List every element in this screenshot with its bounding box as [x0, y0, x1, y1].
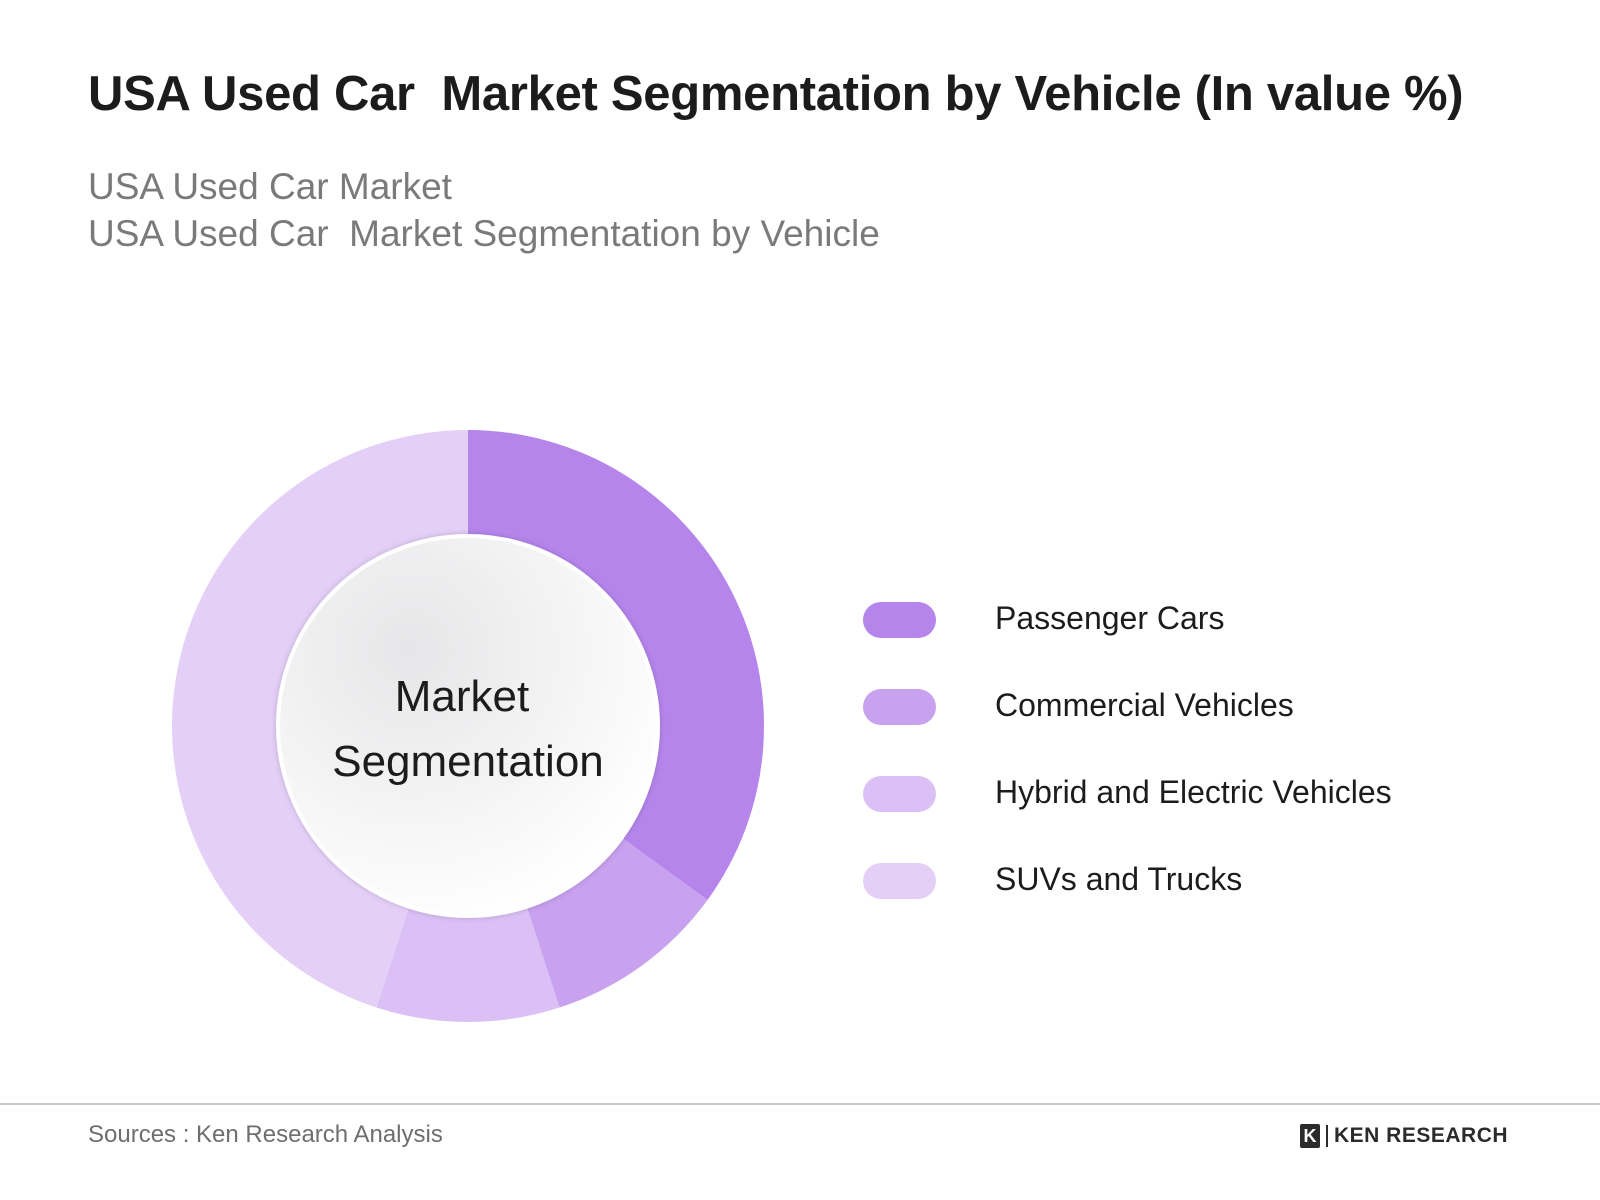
source-note: Sources : Ken Research Analysis: [88, 1121, 443, 1148]
brand-name: KEN RESEARCH: [1334, 1124, 1509, 1147]
legend-swatch: [863, 863, 936, 899]
chart-subtitle-line-2: USA Used Car Market Segmentation by Vehi…: [88, 213, 880, 254]
legend-label: Passenger Cars: [995, 600, 1225, 636]
legend-swatch: [863, 776, 936, 812]
donut-center-label-line-2: Segmentation: [332, 737, 604, 786]
legend-label: Hybrid and Electric Vehicles: [995, 774, 1392, 810]
chart-subtitle-line-1: USA Used Car Market: [88, 166, 452, 207]
legend-swatch: [863, 689, 936, 725]
brand-separator: [1326, 1125, 1328, 1147]
legend-swatch: [863, 602, 936, 638]
chart-title: USA Used Car Market Segmentation by Vehi…: [88, 67, 1464, 121]
legend-label: SUVs and Trucks: [995, 861, 1243, 897]
legend-label: Commercial Vehicles: [995, 687, 1294, 723]
donut-center-disc: [276, 534, 660, 918]
ken-research-logo-icon: K: [1300, 1124, 1320, 1148]
footer-divider: [0, 1103, 1600, 1105]
donut-center-label-line-1: Market: [395, 672, 529, 721]
brand: K KEN RESEARCH: [1300, 1124, 1508, 1148]
